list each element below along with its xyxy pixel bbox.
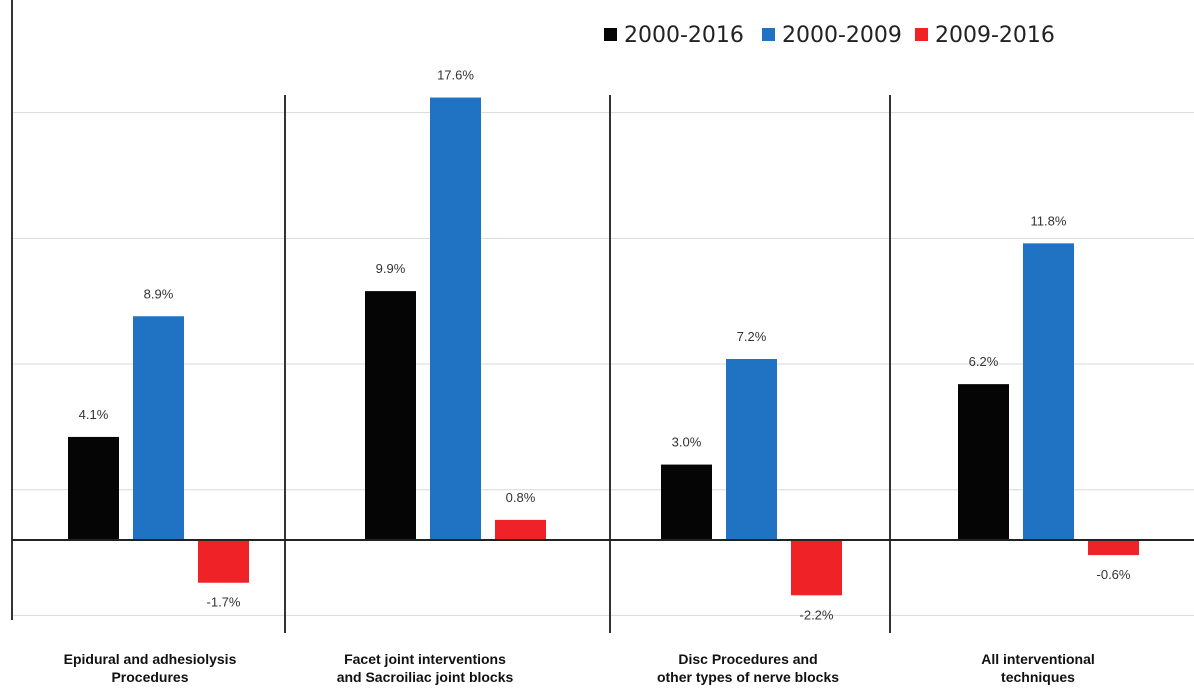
bar-2000-2016-1 bbox=[365, 291, 416, 540]
data-label: 9.9% bbox=[376, 261, 406, 276]
category-label: Facet joint interventions and Sacroiliac … bbox=[337, 651, 514, 685]
data-label: -0.6% bbox=[1097, 567, 1131, 582]
bars bbox=[68, 97, 1139, 596]
data-label: 4.1% bbox=[79, 407, 109, 422]
data-labels: 4.1% 9.9% 3.0% 6.2% 8.9% 17.6% 7.2% 11.8% -1.7% 0… bbox=[79, 68, 1131, 623]
axes bbox=[11, 0, 1194, 620]
group-separators bbox=[284, 95, 891, 633]
data-label: 11.8% bbox=[1031, 213, 1067, 228]
category-labels: Epidural and adhesiolysis Procedures Facet… bbox=[64, 651, 1095, 685]
legend-label: 2009-2016 bbox=[935, 23, 1055, 48]
data-label: 7.2% bbox=[737, 329, 767, 344]
bar-2000-2016-3 bbox=[958, 384, 1009, 540]
bar-2000-2009-1 bbox=[430, 97, 481, 540]
data-label: 8.9% bbox=[144, 286, 174, 301]
category-label: Epidural and adhesiolysis Procedures bbox=[64, 651, 237, 685]
data-label: 0.8% bbox=[506, 490, 536, 505]
legend-swatch bbox=[762, 28, 775, 41]
data-label: 3.0% bbox=[672, 435, 702, 450]
bar-2009-2016-3 bbox=[1088, 540, 1139, 556]
category-label: Disc Procedures and other types of nerve … bbox=[657, 651, 839, 685]
legend: 2000-2016 2000-2009 2009-2016 bbox=[604, 23, 1055, 48]
bar-2009-2016-0 bbox=[198, 540, 249, 583]
bar-2000-2016-0 bbox=[68, 436, 119, 540]
bar-2009-2016-1 bbox=[495, 519, 546, 540]
bar-2000-2009-0 bbox=[133, 316, 184, 540]
bar-2000-2016-2 bbox=[661, 464, 712, 540]
bar-2000-2009-3 bbox=[1023, 243, 1074, 540]
bar-2000-2009-2 bbox=[726, 358, 777, 540]
legend-swatch bbox=[604, 28, 617, 41]
category-label: All interventional techniques bbox=[981, 651, 1095, 685]
data-label: -2.2% bbox=[800, 607, 834, 622]
legend-label: 2000-2009 bbox=[782, 23, 902, 48]
legend-label: 2000-2016 bbox=[624, 23, 744, 48]
legend-swatch bbox=[915, 28, 928, 41]
bar-2009-2016-2 bbox=[791, 540, 842, 596]
data-label: -1.7% bbox=[207, 595, 241, 610]
data-label: 6.2% bbox=[969, 354, 999, 369]
data-label: 17.6% bbox=[437, 68, 474, 83]
